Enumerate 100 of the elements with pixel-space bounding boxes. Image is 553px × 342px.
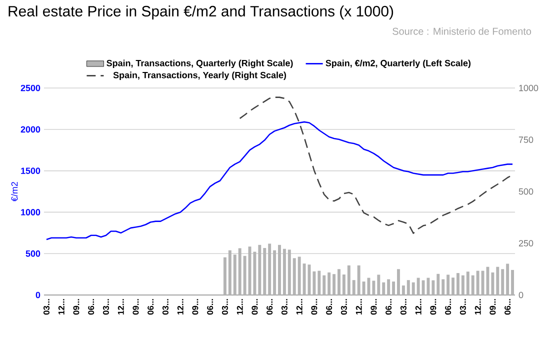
bar [387,279,390,295]
bar [412,282,415,295]
bar [278,244,281,295]
bar [471,275,474,295]
bar [511,270,514,295]
bar [228,250,232,295]
bar [362,282,366,295]
y2-tick-label: 500 [518,188,534,195]
x-tick-label: 09... [490,299,496,315]
x-tick-label: 06... [386,299,392,315]
y2-tick-label: 250 [518,240,534,246]
source-note: Source : Ministerio de Fomento [392,28,532,35]
x-tick-label: 06... [266,299,273,315]
y2-tick-label: 0 [518,292,524,298]
bar [496,266,500,295]
bar [466,272,470,295]
x-tick-label: 06... [148,299,154,315]
chart-title: Real estate Price in Spain €/m2 and Transactions (x 1000) [8,6,394,20]
bar [253,252,256,295]
x-tick-label: 03... [43,299,50,315]
x-tick-label: 06... [504,299,511,315]
x-tick-label: 03... [162,299,168,315]
x-tick-label: 03... [460,299,466,315]
bar [338,269,340,295]
bar [406,280,410,295]
y-tick-label: 1500 [21,168,40,174]
bar [312,271,316,295]
x-tick-label: 12... [356,299,362,314]
x-tick-label: 06... [445,299,452,315]
x-tick-label: 09... [370,299,377,315]
x-tick-label: 06... [88,299,94,315]
bar [372,280,376,295]
x-tick-label: 03... [102,299,109,315]
legend-label: Spain, Transactions, Yearly (Right Scale) [113,72,286,80]
bar [263,248,266,295]
bar [332,274,336,295]
x-tick-label: 06... [326,299,332,315]
y-axis-title: €/m2 [11,182,18,202]
bar [446,274,450,295]
bar [461,275,464,295]
x-tick-label: 12... [236,299,243,314]
bar [318,270,321,295]
bar [288,250,291,295]
bar [442,279,445,295]
x-tick-label: 09... [192,299,198,315]
x-tick-label: 03... [222,299,228,315]
x-tick-label: 12... [118,299,124,314]
bar [322,275,326,295]
bar [233,254,236,295]
bar [258,244,262,295]
y-tick-label: 1000 [21,209,40,216]
bar [402,285,405,295]
bar [416,278,420,295]
bar [238,248,242,295]
bar [392,282,396,295]
bar [268,244,272,295]
bar [282,248,286,295]
x-tick-label: 12... [177,299,184,314]
bar [456,273,460,295]
bar [243,256,246,295]
x-tick-label: 03... [400,299,406,315]
bar [342,274,346,295]
bar [452,278,455,295]
bar [501,269,504,295]
bar [328,272,331,295]
x-tick-label: 12... [415,299,422,314]
bar [292,258,296,295]
y-tick-label: 500 [26,250,40,257]
bar [357,265,360,295]
bar [506,264,510,295]
x-tick-label: 03... [281,299,288,315]
y2-tick-label: 1000 [519,84,538,92]
y2-tick-label: 750 [518,136,534,143]
x-tick-label: 09... [311,299,318,315]
x-tick-label: 09... [430,299,436,315]
bar [298,256,301,295]
y-tick-label: 2500 [20,84,40,92]
bar [273,250,276,295]
x-tick-label: 06... [207,299,214,315]
bar [347,265,350,295]
bar [491,272,494,295]
bar [302,264,306,295]
x-tick-label: 03... [340,299,347,315]
x-tick-label: 12... [58,299,64,314]
legend-label: Spain, €/m2, Quarterly (Left Scale) [326,60,471,68]
x-tick-label: 09... [73,299,80,315]
x-tick-label: 09... [132,299,139,315]
legend-label: Spain, Transactions, Quarterly (Right Scale) [106,60,293,68]
x-tick-label: 12... [474,299,481,314]
y-tick-label: 0 [36,292,40,298]
bar [377,274,380,295]
bar [352,280,356,295]
bar [432,280,435,295]
bar [397,269,400,295]
bar [382,282,386,295]
bar [223,257,226,295]
y-tick-label: 2000 [20,126,40,133]
bar [476,270,480,295]
bar [436,274,440,295]
x-tick-label: 12... [296,299,302,314]
